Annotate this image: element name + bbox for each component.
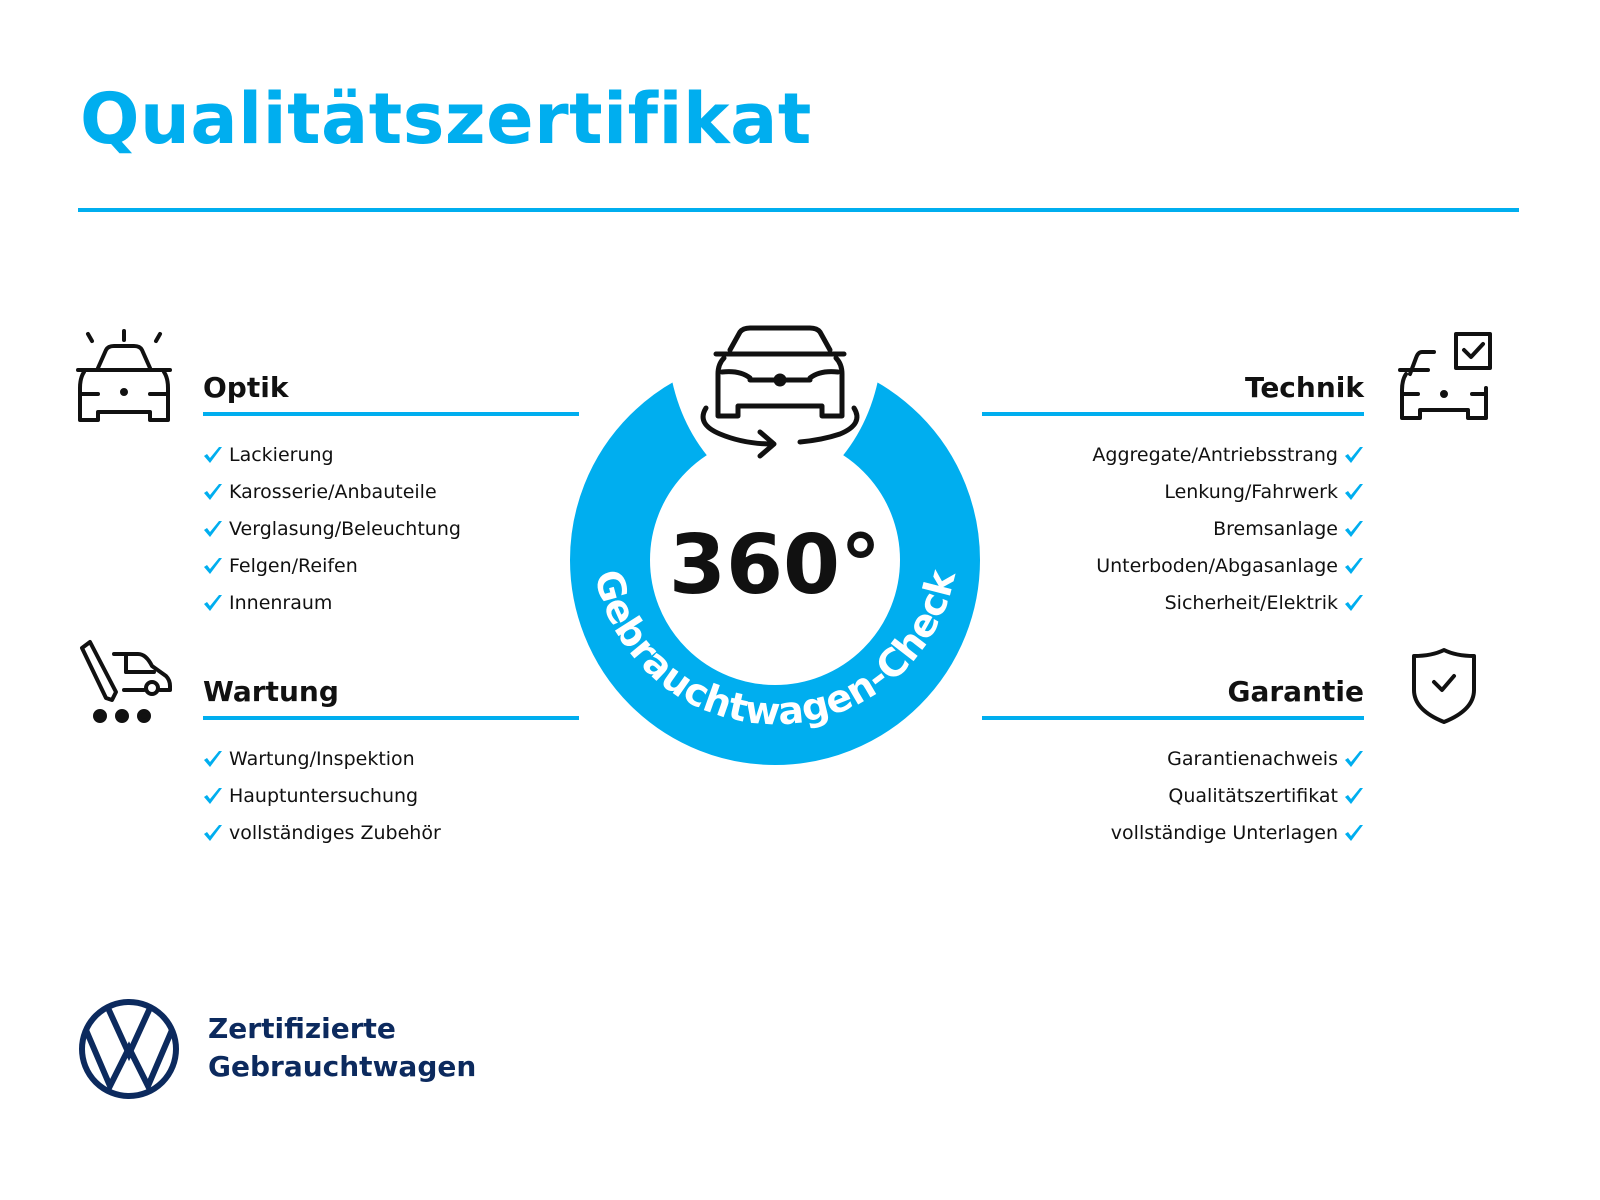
check-icon	[204, 557, 222, 574]
check-icon	[1345, 594, 1363, 611]
section-divider	[982, 412, 1364, 416]
checklist-item: Sicherheit/Elektrik	[982, 584, 1364, 621]
section-title: Optik	[203, 371, 289, 404]
check-icon	[1345, 787, 1363, 804]
checklist-item: Lackierung	[203, 436, 579, 473]
checklist-item-label: Qualitätszertifikat	[1168, 784, 1338, 807]
checklist: Garantienachweis Qualitätszertifikat volls…	[982, 740, 1364, 851]
car-rotate-360-icon	[700, 325, 860, 459]
car-shine-icon	[76, 329, 172, 422]
section-optik: Optik Lackierung Karosserie/Anbauteile Ver…	[203, 368, 579, 621]
check-icon	[1345, 446, 1363, 463]
checklist-item: Unterboden/Abgasanlage	[982, 547, 1364, 584]
section-divider	[982, 716, 1364, 720]
checklist-item: Felgen/Reifen	[203, 547, 579, 584]
checklist-item: Wartung/Inspektion	[203, 740, 579, 777]
car-checkbox-icon	[1398, 332, 1492, 420]
section-title: Wartung	[203, 675, 339, 708]
title-divider	[78, 208, 1519, 212]
checklist-item-label: Wartung/Inspektion	[229, 747, 415, 770]
footer-line-1: Zertifizierte	[208, 1012, 396, 1045]
check-icon	[1345, 750, 1363, 767]
check-icon	[1345, 520, 1363, 537]
checklist-item-label: Lenkung/Fahrwerk	[1164, 480, 1338, 503]
checklist-item-label: vollständiges Zubehör	[229, 821, 441, 844]
checklist-item: Aggregate/Antriebsstrang	[982, 436, 1364, 473]
badge-360: 360° Gebrauchtwagen-Check	[570, 325, 980, 765]
checklist-item-label: vollständige Unterlagen	[1110, 821, 1338, 844]
check-icon	[204, 594, 222, 611]
check-icon	[1345, 824, 1363, 841]
section-garantie: Garantie Garantienachweis Qualitätszertif…	[982, 672, 1364, 851]
checklist-item-label: Bremsanlage	[1213, 517, 1338, 540]
checklist-item: Hauptuntersuchung	[203, 777, 579, 814]
shield-check-icon	[1412, 648, 1476, 724]
section-title: Technik	[1244, 371, 1364, 404]
check-icon	[204, 446, 222, 463]
checklist-item: Karosserie/Anbauteile	[203, 473, 579, 510]
badge-big-text: 360°	[669, 518, 881, 613]
checklist-item: vollständige Unterlagen	[982, 814, 1364, 851]
checklist-item: Garantienachweis	[982, 740, 1364, 777]
checklist-item: Bremsanlage	[982, 510, 1364, 547]
check-icon	[1345, 557, 1363, 574]
checklist-item-label: Innenraum	[229, 591, 333, 614]
checklist-item: Verglasung/Beleuchtung	[203, 510, 579, 547]
checklist-item-label: Sicherheit/Elektrik	[1164, 591, 1338, 614]
checklist-item: vollständiges Zubehör	[203, 814, 579, 851]
footer-line-2: Gebrauchtwagen	[208, 1050, 477, 1083]
footer-brand-text: Zertifizierte Gebrauchtwagen	[208, 1010, 476, 1086]
checklist: Wartung/Inspektion Hauptuntersuchung volls…	[203, 740, 579, 851]
checklist-item-label: Garantienachweis	[1167, 747, 1338, 770]
checklist-item: Qualitätszertifikat	[982, 777, 1364, 814]
checklist-item-label: Aggregate/Antriebsstrang	[1092, 443, 1338, 466]
vw-logo	[79, 999, 179, 1099]
checklist-item-label: Felgen/Reifen	[229, 554, 358, 577]
check-icon	[204, 787, 222, 804]
section-technik: Technik Aggregate/Antriebsstrang Lenkung/…	[982, 368, 1364, 621]
checklist-item-label: Karosserie/Anbauteile	[229, 480, 437, 503]
check-icon	[204, 483, 222, 500]
check-icon	[204, 824, 222, 841]
section-divider	[203, 716, 579, 720]
checklist-item-label: Unterboden/Abgasanlage	[1096, 554, 1338, 577]
checklist-item-label: Verglasung/Beleuchtung	[229, 517, 461, 540]
check-icon	[204, 750, 222, 767]
check-icon	[204, 520, 222, 537]
car-service-icon	[80, 640, 172, 723]
check-icon	[1345, 483, 1363, 500]
checklist: Aggregate/Antriebsstrang Lenkung/Fahrwerk…	[982, 436, 1364, 621]
checklist-item: Lenkung/Fahrwerk	[982, 473, 1364, 510]
checklist-item-label: Hauptuntersuchung	[229, 784, 419, 807]
section-divider	[203, 412, 579, 416]
checklist-item: Innenraum	[203, 584, 579, 621]
page-title: Qualitätszertifikat	[80, 78, 812, 160]
section-title: Garantie	[1227, 675, 1365, 708]
checklist: Lackierung Karosserie/Anbauteile Verglasun…	[203, 436, 579, 621]
checklist-item-label: Lackierung	[229, 443, 334, 466]
section-wartung: Wartung Wartung/Inspektion Hauptuntersuch…	[203, 672, 579, 851]
